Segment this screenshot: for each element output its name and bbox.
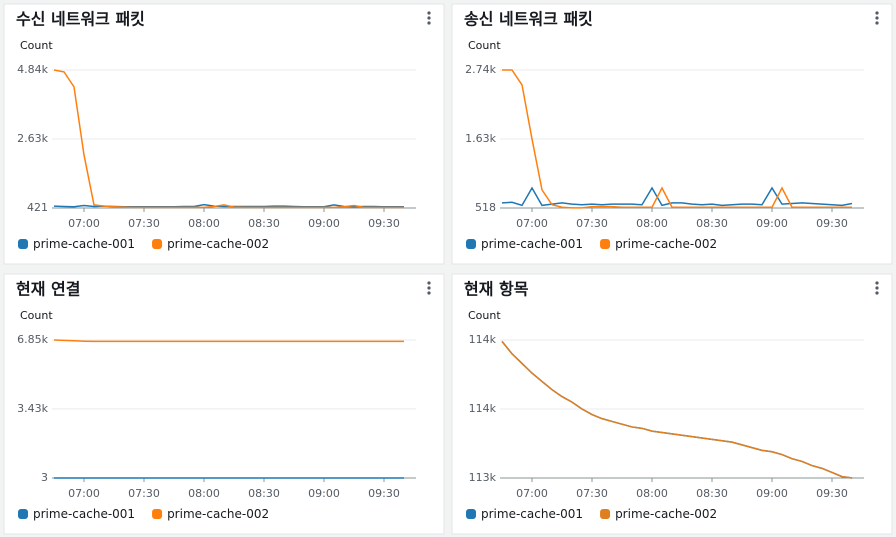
x-tick-label: 07:00 [516,487,548,500]
y-axis-label: Count [20,309,53,322]
x-tick-label: 09:00 [756,487,788,500]
legend-swatch [466,239,476,249]
legend-swatch [600,509,611,519]
series-line [53,339,404,343]
chart-title: 현재 항목 [464,280,529,299]
legend-swatch [152,239,163,249]
series-line [501,340,853,479]
x-tick-label: 07:00 [68,487,100,500]
menu-dot [875,286,879,290]
panel-background [451,273,893,535]
legend-label: prime-cache-002 [167,507,269,521]
legend-item[interactable]: prime-cache-001 [466,237,583,251]
series-line [53,69,404,209]
x-tick-label: 07:30 [128,487,160,500]
y-tick-label: 2.63k [17,132,48,145]
panel: 수신 네트워크 패킷 Count 421 2.63k 4.84k 07:00 07:30 08… [3,3,445,265]
x-tick-label: 09:30 [816,487,848,500]
menu-dot [875,16,879,20]
x-tick-label: 09:30 [368,487,400,500]
menu-button[interactable] [875,281,879,295]
panel: 현재 항목 Count 113k 114k 114k 07:00 07:30 08:00 08:… [451,273,893,535]
y-tick-label: 114k [469,402,497,415]
legend-swatch [152,509,163,519]
legend-label: prime-cache-002 [615,507,717,521]
x-tick-label: 09:30 [368,217,400,230]
x-tick-label: 08:30 [696,487,728,500]
legend-swatch [600,239,611,249]
y-tick-label: 2.74k [465,63,496,76]
chart-title: 현재 연결 [16,280,80,299]
legend-swatch [18,239,28,249]
y-tick-label: 421 [27,201,48,214]
x-tick-label: 08:00 [188,217,220,230]
x-tick-label: 08:30 [248,487,280,500]
legend-label: prime-cache-001 [481,237,583,251]
legend-label: prime-cache-002 [615,237,717,251]
x-tick-label: 08:30 [696,217,728,230]
menu-dot [427,281,431,285]
menu-dot [875,21,879,25]
legend-item[interactable]: prime-cache-001 [18,507,135,521]
x-tick-label: 09:00 [308,217,340,230]
chart-title: 송신 네트워크 패킷 [464,10,593,29]
legend-label: prime-cache-002 [167,237,269,251]
y-axis-label: Count [20,39,53,52]
legend-item[interactable]: prime-cache-002 [152,507,269,521]
panel: 현재 연결 Count 3 3.43k 6.85k 07:00 07:30 08:00 08:3… [3,273,445,535]
panel-background [3,3,445,265]
x-tick-label: 07:30 [576,217,608,230]
x-tick-label: 09:00 [308,487,340,500]
legend-label: prime-cache-001 [33,237,135,251]
menu-dot [875,291,879,295]
x-tick-label: 08:00 [636,487,668,500]
y-tick-label: 4.84k [17,63,48,76]
panel-background [3,273,445,535]
menu-button[interactable] [427,11,431,25]
menu-button[interactable] [427,281,431,295]
x-tick-label: 08:00 [636,217,668,230]
menu-dot [427,11,431,15]
y-tick-label: 113k [469,471,497,484]
legend-label: prime-cache-001 [481,507,583,521]
menu-dot [427,286,431,290]
series-line [501,186,853,207]
menu-dot [427,291,431,295]
y-tick-label: 114k [469,333,497,346]
x-tick-label: 09:30 [816,217,848,230]
legend-item[interactable]: prime-cache-001 [466,507,583,521]
legend-swatch [466,509,476,519]
legend-label: prime-cache-001 [33,507,135,521]
menu-button[interactable] [875,11,879,25]
x-tick-label: 07:30 [576,487,608,500]
y-axis-label: Count [468,39,501,52]
legend-item[interactable]: prime-cache-002 [600,237,717,251]
legend-item[interactable]: prime-cache-002 [152,237,269,251]
x-tick-label: 09:00 [756,217,788,230]
y-tick-label: 518 [475,201,496,214]
legend-swatch [18,509,28,519]
series-line [502,69,852,209]
menu-dot [875,11,879,15]
menu-dot [875,281,879,285]
y-tick-label: 6.85k [17,333,48,346]
y-tick-label: 3.43k [17,402,48,415]
x-tick-label: 07:30 [128,217,160,230]
x-tick-label: 07:00 [68,217,100,230]
menu-dot [427,21,431,25]
legend-item[interactable]: prime-cache-001 [18,237,135,251]
panel-background [451,3,893,265]
y-tick-label: 3 [41,471,48,484]
y-axis-label: Count [468,309,501,322]
x-tick-label: 07:00 [516,217,548,230]
panel: 송신 네트워크 패킷 Count 518 1.63k 2.74k 07:00 07:30 08… [451,3,893,265]
x-tick-label: 08:30 [248,217,280,230]
legend-item[interactable]: prime-cache-002 [600,507,717,521]
y-tick-label: 1.63k [465,132,496,145]
menu-dot [427,16,431,20]
x-tick-label: 08:00 [188,487,220,500]
chart-title: 수신 네트워크 패킷 [16,10,145,29]
